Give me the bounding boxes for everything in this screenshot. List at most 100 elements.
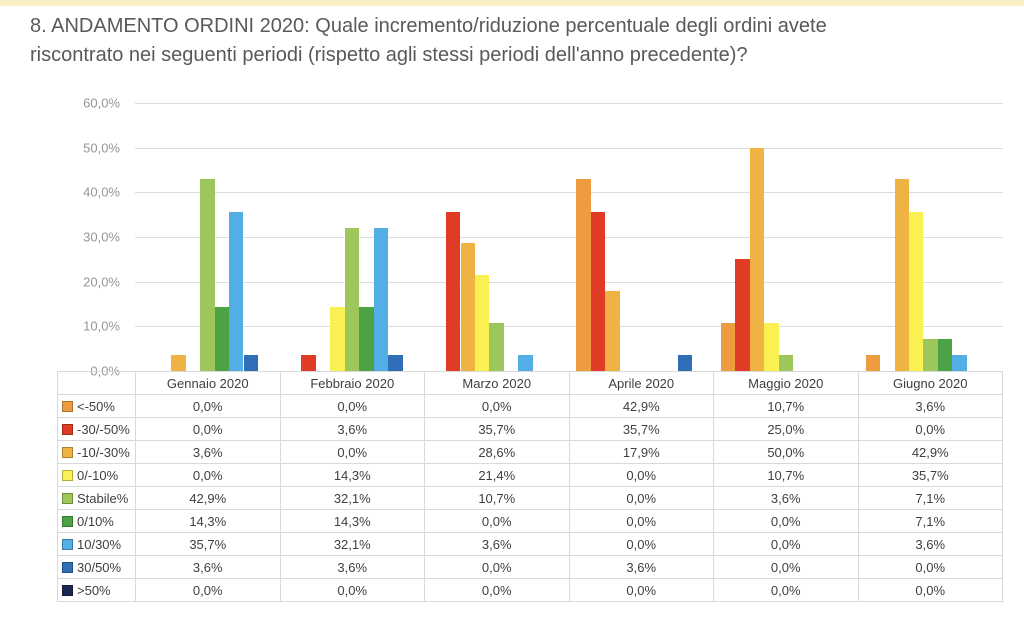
table-cell: 0,0% [279, 440, 425, 464]
bar [590, 211, 606, 371]
table-cell: 3,6% [568, 555, 714, 579]
legend-label: 10/30% [77, 536, 122, 552]
table-cell: 0,0% [568, 532, 714, 556]
table-cell: 32,1% [279, 532, 425, 556]
bar [330, 307, 345, 371]
table-cell: 21,4% [424, 463, 570, 487]
table-cell: 0,0% [424, 509, 570, 533]
bar [474, 275, 490, 371]
legend-swatch-icon [62, 584, 73, 596]
legend-swatch-icon [62, 423, 73, 435]
table-header-cell: Febbraio 2020 [279, 371, 425, 395]
table-header-cell: Giugno 2020 [857, 371, 1003, 395]
table-cell: 3,6% [135, 555, 281, 579]
table-cell: 35,7% [424, 417, 570, 441]
table-cell: 28,6% [424, 440, 570, 464]
y-axis-tick-label: 10,0% [83, 318, 120, 334]
table-row: Stabile% 42,9% 32,1% 10,7% 0,0% 3,6% 7,1% [57, 486, 1003, 510]
y-axis-labels: 0,0% 10,0% 20,0% 30,0% 40,0% 50,0% 60,0% [0, 96, 120, 379]
bar [171, 354, 186, 371]
table-cell: 42,9% [135, 486, 281, 510]
table-cell: 14,3% [279, 463, 425, 487]
bar [576, 179, 591, 371]
table-cell: 0,0% [424, 555, 570, 579]
table-cell: 35,7% [135, 532, 281, 556]
table-cell: 0,0% [135, 417, 281, 441]
bar [518, 354, 533, 371]
bar [446, 211, 461, 371]
bar [764, 323, 779, 371]
table-cell: 0,0% [568, 578, 714, 602]
legend-cell: Stabile% [57, 486, 136, 510]
table-row: -30/-50% 0,0% 3,6% 35,7% 35,7% 25,0% 0,0% [57, 417, 1003, 441]
table-cell: 0,0% [135, 463, 281, 487]
table-cell: 17,9% [568, 440, 714, 464]
table-cell: 0,0% [568, 486, 714, 510]
table-cell: 0,0% [279, 578, 425, 602]
legend-label: Stabile% [77, 490, 129, 506]
bar [229, 211, 244, 371]
table-header-cell: Aprile 2020 [568, 371, 714, 395]
bar [200, 179, 215, 371]
table-cell: 0,0% [135, 578, 281, 602]
legend-cell: 30/50% [57, 555, 136, 579]
legend-swatch-icon [62, 469, 73, 481]
table-cell: 7,1% [857, 486, 1003, 510]
legend-cell: -10/-30% [57, 440, 136, 464]
table-cell: 42,9% [857, 440, 1003, 464]
legend-label: <-50% [77, 398, 115, 414]
gridline [135, 326, 1003, 328]
legend-cell: >50% [57, 578, 136, 602]
table-cell: 10,7% [424, 486, 570, 510]
table-cell: 10,7% [713, 463, 859, 487]
table-cell: 42,9% [568, 394, 714, 418]
bar [952, 354, 967, 371]
table-header-cell: Gennaio 2020 [135, 371, 281, 395]
bar [214, 307, 230, 371]
y-axis-tick-label: 30,0% [83, 229, 120, 245]
table-cell: 3,6% [279, 555, 425, 579]
top-accent-strip [0, 0, 1024, 6]
table-header-cell: Marzo 2020 [424, 371, 570, 395]
table-cell: 10,7% [713, 394, 859, 418]
table-cell: 35,7% [568, 417, 714, 441]
table-cell: 3,6% [857, 394, 1003, 418]
legend-label: 0/-10% [77, 467, 119, 483]
table-corner-cell [57, 371, 136, 395]
gridline [135, 237, 1003, 238]
y-axis-tick-label: 50,0% [83, 140, 120, 156]
legend-cell: 0/-10% [57, 463, 136, 487]
table-cell: 50,0% [713, 440, 859, 464]
gridline [135, 192, 1003, 194]
bar [865, 354, 881, 371]
y-axis-tick-label: 20,0% [83, 274, 120, 290]
table-cell: 25,0% [713, 417, 859, 441]
table-cell: 0,0% [279, 394, 425, 418]
legend-swatch-icon [62, 492, 73, 504]
table-header-row: Gennaio 2020 Febbraio 2020 Marzo 2020 April… [57, 371, 1003, 395]
gridline [135, 281, 1003, 283]
table-row: <-50% 0,0% 0,0% 0,0% 42,9% 10,7% 3,6% [57, 394, 1003, 418]
table-cell: 0,0% [857, 578, 1003, 602]
legend-cell: -30/-50% [57, 417, 136, 441]
table-cell: 0,0% [424, 578, 570, 602]
table-cell: 0,0% [713, 509, 859, 533]
page-title: 8. ANDAMENTO ORDINI 2020: Quale incremen… [30, 15, 827, 66]
table-cell: 7,1% [857, 509, 1003, 533]
bar [778, 354, 794, 371]
legend-label: -10/-30% [77, 444, 130, 460]
plot-area [135, 103, 1003, 371]
table-cell: 0,0% [568, 509, 714, 533]
table-row: -10/-30% 3,6% 0,0% 28,6% 17,9% 50,0% 42,9% [57, 440, 1003, 464]
table-cell: 14,3% [279, 509, 425, 533]
table-cell: 3,6% [279, 417, 425, 441]
bar [720, 323, 736, 371]
bar [894, 179, 909, 371]
table-cell: 0,0% [857, 417, 1003, 441]
table-row: 30/50% 3,6% 3,6% 0,0% 3,6% 0,0% 0,0% [57, 555, 1003, 579]
table-row: >50% 0,0% 0,0% 0,0% 0,0% 0,0% 0,0% [57, 578, 1003, 602]
table-cell: 3,6% [424, 532, 570, 556]
legend-swatch-icon [62, 446, 73, 458]
legend-label: 0/10% [77, 513, 114, 529]
